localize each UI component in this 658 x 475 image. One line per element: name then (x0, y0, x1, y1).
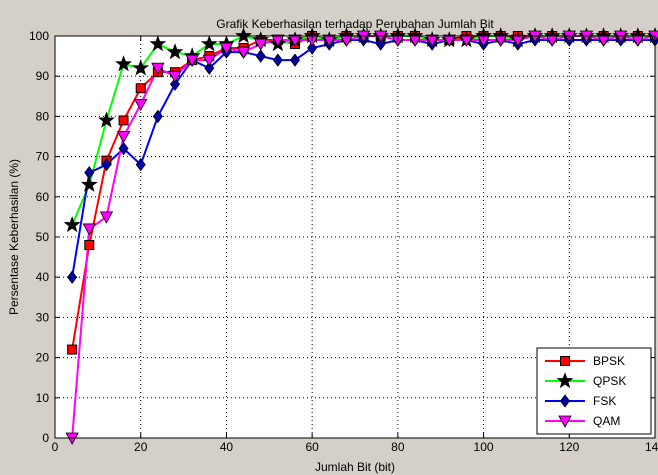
data-point (134, 98, 148, 112)
legend-label: QAM (593, 414, 620, 428)
data-point (558, 415, 572, 428)
data-point (271, 34, 285, 47)
data-point (322, 34, 336, 47)
data-point (255, 49, 266, 63)
y-tick-label: 0 (42, 431, 49, 445)
data-point (185, 54, 199, 67)
data-point (151, 62, 165, 75)
data-point (288, 34, 302, 47)
y-tick-label: 100 (29, 29, 49, 43)
x-tick-label: 120 (559, 440, 579, 454)
data-point (236, 46, 251, 59)
data-point (202, 54, 216, 67)
y-axis-label: Persentase Keberhasilan (%) (7, 159, 21, 315)
data-point (408, 34, 422, 47)
data-point (116, 131, 131, 144)
x-tick-label: 40 (220, 440, 234, 454)
y-tick-label: 90 (36, 69, 50, 83)
data-point (307, 41, 318, 55)
y-tick-label: 10 (36, 391, 50, 405)
data-point (170, 77, 180, 91)
legend: BPSK QPSK FSK QAM (536, 347, 652, 435)
data-point (99, 211, 114, 224)
data-point (80, 175, 98, 192)
data-point (631, 34, 645, 47)
data-point (132, 59, 150, 76)
data-point (149, 35, 167, 52)
data-point (511, 34, 525, 47)
y-tick-label: 70 (36, 150, 50, 164)
y-tick-label: 80 (36, 109, 50, 123)
data-point (290, 53, 300, 67)
data-point (152, 109, 163, 124)
x-tick-label: 60 (305, 440, 319, 454)
legend-item-bpsk: BPSK (545, 354, 625, 368)
data-point (82, 223, 96, 236)
data-point (339, 34, 354, 47)
data-point (254, 38, 268, 51)
data-point (135, 83, 146, 94)
x-tick-label: 0 (52, 440, 59, 454)
y-tick-label: 50 (36, 230, 50, 244)
data-point (204, 61, 215, 75)
data-point (118, 115, 129, 126)
x-tick-label: 140 (645, 440, 658, 454)
series-markers-qam (65, 30, 658, 445)
data-point (425, 34, 439, 47)
x-axis-label: Jumlah Bit (bit) (315, 460, 395, 474)
y-tick-label: 30 (36, 310, 50, 324)
chart-title: Grafik Keberhasilan terhadap Perubahan J… (216, 17, 494, 31)
y-tick-label: 20 (36, 351, 50, 365)
legend-item-qpsk: QPSK (545, 372, 626, 389)
data-point (556, 372, 574, 389)
legend-label: QPSK (593, 374, 626, 388)
data-point (63, 216, 81, 233)
data-point (596, 34, 611, 47)
data-point (545, 34, 559, 47)
legend-label: FSK (593, 394, 616, 408)
data-point (560, 394, 570, 408)
data-point (235, 27, 253, 44)
data-point (200, 35, 218, 52)
legend-item-qam: QAM (545, 414, 620, 428)
ticks: 0 20 40 60 80 100 120 140 0 10 20 30 40 50 60 70 80 90 100 (29, 29, 658, 454)
data-point (442, 34, 456, 47)
legend-label: BPSK (593, 354, 625, 368)
grid-lines (55, 36, 655, 438)
data-point (272, 53, 283, 67)
data-point (97, 111, 115, 128)
data-point (219, 42, 234, 55)
data-point (84, 240, 95, 251)
data-point (115, 55, 133, 72)
data-point (459, 34, 474, 47)
data-point (84, 166, 95, 180)
data-point (166, 43, 184, 60)
legend-box (536, 347, 652, 435)
data-point (375, 37, 386, 51)
data-point (101, 157, 112, 172)
legend-item-fsk: FSK (545, 394, 616, 408)
data-point (135, 157, 146, 172)
data-point (67, 344, 78, 355)
x-tick-label: 100 (474, 440, 494, 454)
data-point (67, 270, 78, 284)
y-tick-label: 40 (36, 270, 50, 284)
data-point (494, 34, 508, 47)
data-point (118, 141, 129, 156)
data-point (168, 70, 182, 84)
x-tick-label: 80 (391, 440, 405, 454)
x-tick-label: 20 (134, 440, 148, 454)
data-point (560, 356, 570, 366)
y-tick-label: 60 (36, 190, 50, 204)
